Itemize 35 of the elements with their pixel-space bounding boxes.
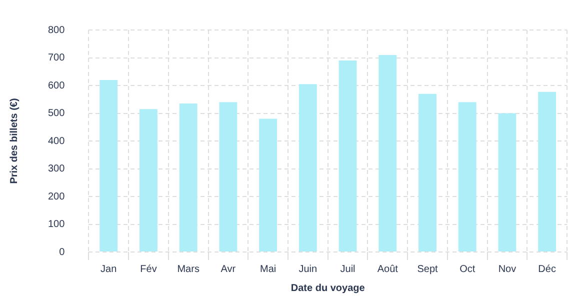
bar <box>538 92 556 252</box>
y-tick-label: 200 <box>48 191 66 202</box>
x-tick-label: Août <box>377 264 398 275</box>
bar <box>498 113 516 252</box>
x-tick-label: Sept <box>417 264 438 275</box>
bar <box>219 102 238 252</box>
bar <box>338 60 357 252</box>
bar <box>458 102 476 252</box>
x-tick-label: Oct <box>460 264 476 275</box>
y-tick-label: 0 <box>59 246 66 258</box>
bar <box>140 109 158 252</box>
x-tick-label: Déc <box>538 264 556 275</box>
bar <box>378 54 397 252</box>
y-tick-label: 700 <box>48 52 66 64</box>
y-tick-label: 400 <box>48 136 66 147</box>
y-axis-title: Prix des billets (€) <box>8 98 20 184</box>
y-tick-label: 500 <box>48 108 66 119</box>
y-tick-label: 300 <box>48 164 66 174</box>
bar <box>298 84 317 252</box>
y-tick-label: 100 <box>48 219 66 230</box>
x-tick-label: Juil <box>340 264 356 275</box>
y-tick-label: 800 <box>48 24 66 36</box>
x-tick-label: Avr <box>220 264 236 275</box>
x-tick-label: Mars <box>177 264 200 275</box>
bar <box>259 118 278 252</box>
x-tick-label: Fév <box>140 264 157 275</box>
bar <box>179 104 198 252</box>
y-tick-label: 600 <box>48 80 66 92</box>
x-axis-title: Date du voyage <box>290 282 366 294</box>
x-tick-label: Juin <box>298 264 318 275</box>
x-tick-label: Mai <box>260 264 276 275</box>
x-tick-label: Jan <box>100 264 117 275</box>
x-tick-label: Nov <box>498 264 516 275</box>
bar <box>418 94 436 252</box>
bar <box>100 80 118 252</box>
